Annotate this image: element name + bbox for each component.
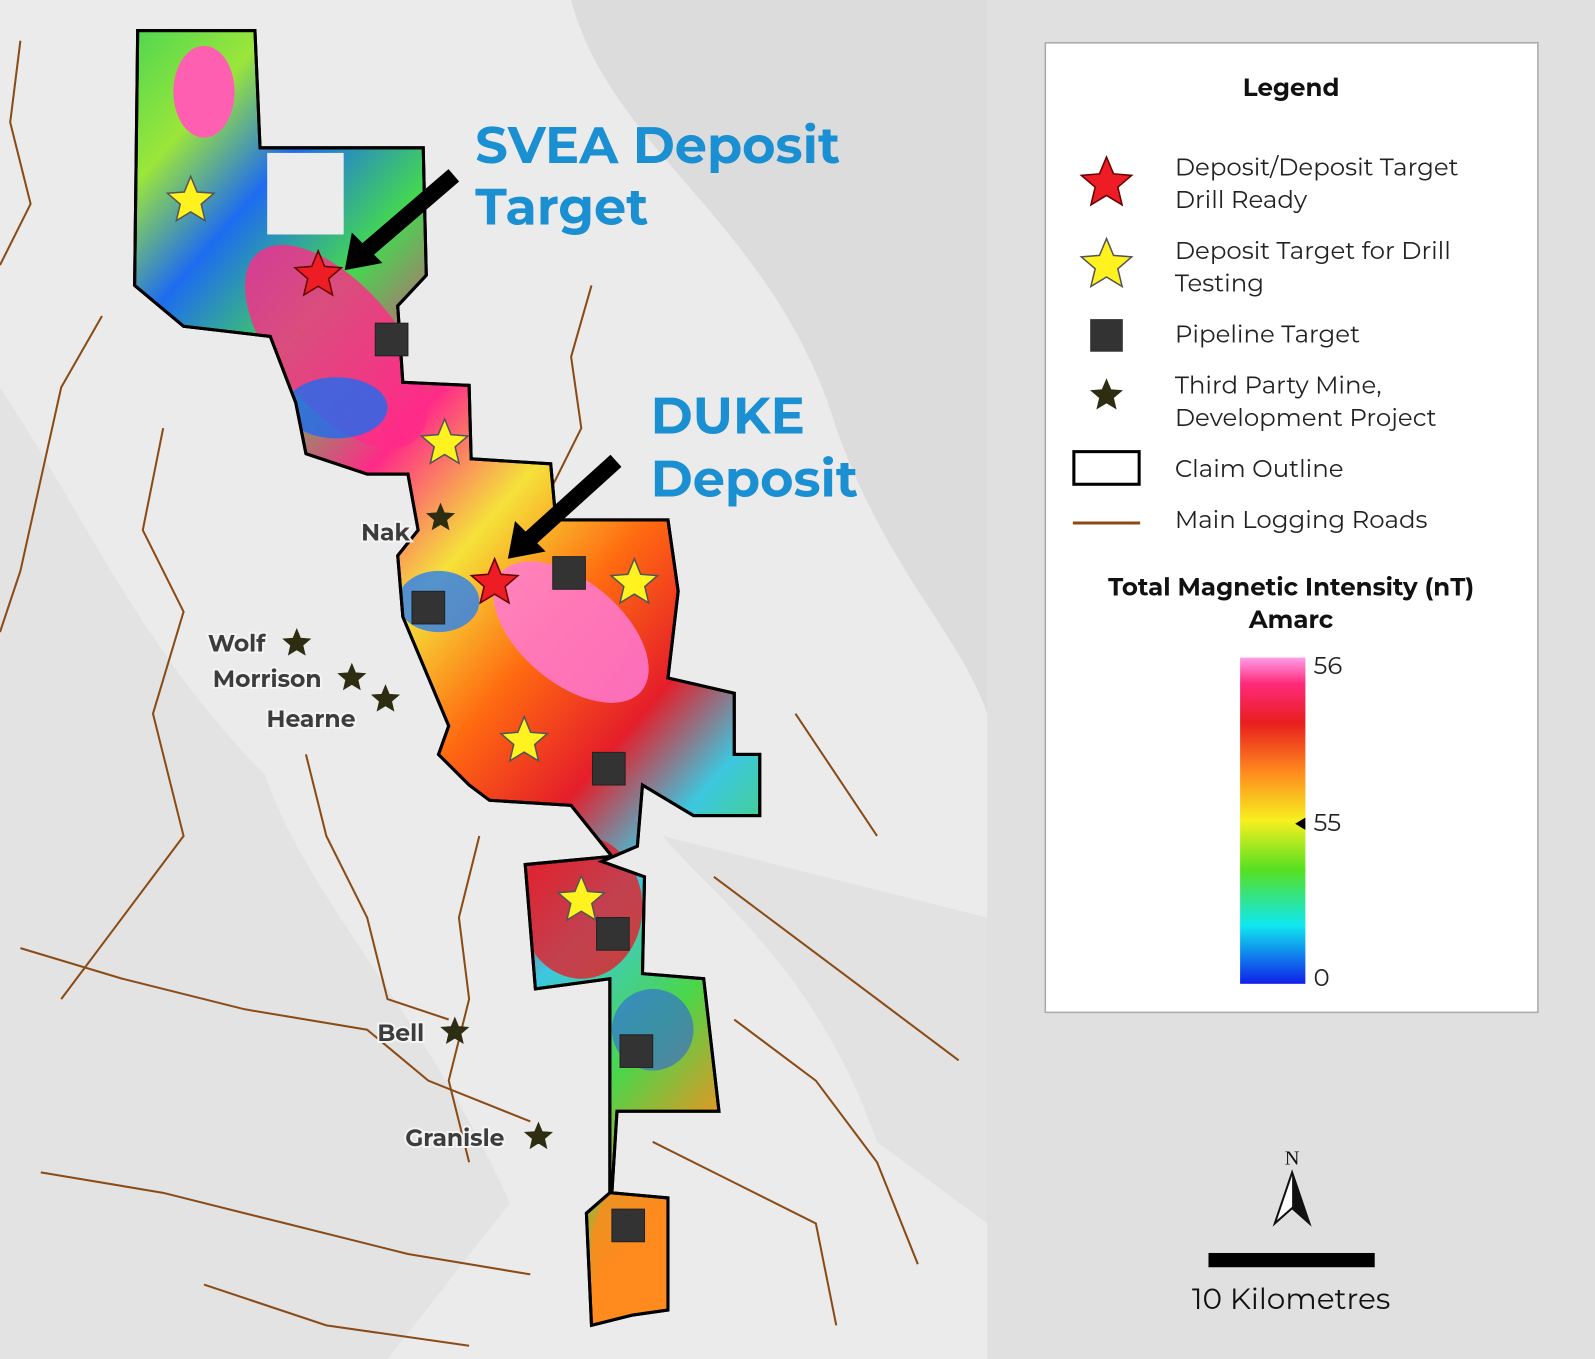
pipeline-target: [552, 556, 586, 590]
legend-claim-swatch: [1072, 450, 1141, 486]
pipeline-target: [611, 1208, 646, 1243]
claim-outline: [133, 29, 762, 1328]
duke-label: DUKE: [651, 384, 805, 446]
colorbar-pointer: [1295, 817, 1306, 830]
drill-test-star: [165, 174, 216, 223]
third-party-star: [523, 1121, 554, 1150]
legend-red-star: [1079, 155, 1134, 207]
drill-test-star: [556, 873, 607, 922]
svea-label: Target: [475, 175, 648, 237]
colorbar: [1240, 657, 1306, 984]
north-label: N: [1285, 1147, 1300, 1169]
roads: [0, 40, 960, 1347]
legend-dark-star: [1090, 378, 1123, 410]
third-party-star: [426, 502, 456, 531]
colorbar-label: 0: [1314, 963, 1330, 993]
legend-label: Development Project: [1175, 403, 1437, 433]
legend: Legend Deposit/Deposit Target Drill Read…: [1044, 42, 1539, 1014]
drill-ready-star: [293, 248, 344, 297]
third-party-star: [337, 662, 367, 691]
place-label: Nak: [361, 517, 410, 546]
third-party-star: [440, 1016, 470, 1045]
third-party-star: [370, 684, 401, 712]
terrain: [571, 0, 988, 714]
pipeline-target: [374, 322, 409, 357]
pipeline-target: [619, 1034, 654, 1068]
north-arrow: [1292, 1172, 1310, 1224]
drill-test-star: [419, 417, 470, 465]
legend-label: Pipeline Target: [1175, 320, 1360, 350]
duke-label: Deposit: [651, 448, 858, 510]
arrows: [344, 169, 622, 559]
pipeline-target: [411, 590, 446, 625]
colorbar-title: Amarc: [1248, 605, 1334, 635]
drill-test-star: [609, 556, 660, 605]
colorbar-title: Total Magnetic Intensity (nT): [1108, 572, 1474, 602]
place-label: Morrison: [213, 664, 322, 693]
legend-square: [1090, 319, 1123, 352]
place-label: Hearne: [267, 704, 356, 733]
legend-label: Main Logging Roads: [1175, 505, 1428, 535]
drill-ready-star: [469, 556, 520, 605]
legend-label: Deposit/Deposit Target: [1175, 152, 1459, 182]
place-label: Granisle: [405, 1123, 504, 1152]
drill-test-star: [499, 714, 550, 763]
legend-label: Claim Outline: [1175, 454, 1344, 484]
legend-yellow-star: [1079, 236, 1134, 289]
colorbar-label: 55: [1314, 808, 1342, 838]
legend-label: Drill Ready: [1175, 185, 1308, 215]
legend-label: Deposit Target for Drill: [1175, 236, 1451, 266]
scale-bar: [1208, 1252, 1375, 1268]
pipeline-target: [592, 751, 626, 786]
scale-label: 10 Kilometres: [1192, 1281, 1390, 1317]
svea-label: SVEA Deposit: [475, 114, 840, 176]
place-label: Wolf: [208, 628, 266, 657]
pipeline-target: [596, 917, 630, 951]
colorbar-label: 56: [1314, 651, 1343, 681]
third-party-star: [282, 628, 312, 656]
legend-label: Third Party Mine,: [1175, 371, 1382, 401]
symbols: [165, 174, 660, 1243]
place-label: Bell: [377, 1018, 424, 1047]
legend-label: Testing: [1175, 269, 1264, 299]
legend-title: Legend: [1243, 73, 1340, 103]
